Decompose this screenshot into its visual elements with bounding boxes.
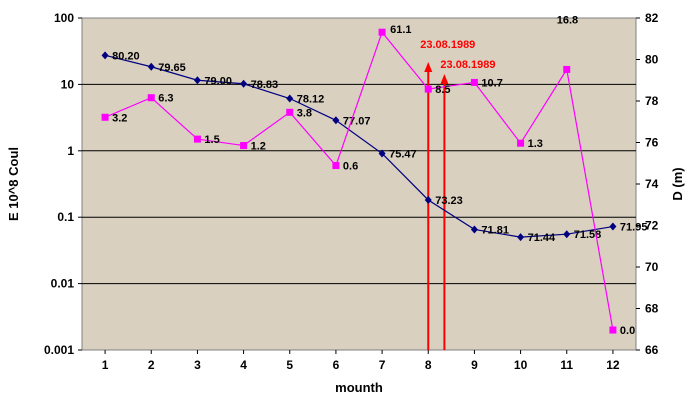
data-point-square (378, 28, 386, 36)
data-label: 16.8 (557, 14, 578, 26)
data-label: 0.6 (343, 161, 358, 173)
data-label: 1.3 (528, 138, 543, 150)
data-label: 79.65 (158, 62, 186, 74)
data-label: 71.58 (574, 229, 602, 241)
data-point-square (101, 113, 109, 121)
data-point-square (193, 135, 201, 143)
x-tick-label: 7 (379, 358, 386, 372)
x-tick-label: 9 (471, 358, 478, 372)
data-label: 6.3 (158, 93, 173, 105)
x-tick-label: 6 (333, 358, 340, 372)
right-tick-label: 78 (645, 94, 659, 108)
data-point-diamond (101, 51, 109, 60)
right-tick-label: 76 (645, 136, 659, 150)
data-label: 61.1 (390, 24, 411, 36)
right-tick-label: 82 (645, 11, 659, 25)
data-label: 0.0 (620, 325, 635, 337)
x-tick-label: 10 (514, 358, 528, 372)
left-tick-label: 10 (61, 77, 75, 91)
right-tick-label: 66 (645, 343, 659, 357)
data-point-square (240, 142, 248, 150)
data-label: 3.8 (297, 107, 312, 119)
x-tick-label: 11 (560, 358, 573, 372)
x-tick-label: 4 (240, 358, 247, 372)
series-line-0 (104, 54, 614, 238)
data-label: 8.5 (435, 84, 450, 96)
data-point-diamond (147, 62, 155, 71)
data-label: 1.5 (204, 134, 219, 146)
data-label: 1.2 (251, 141, 266, 153)
data-point-diamond (563, 230, 571, 239)
left-tick-label: 0.001 (44, 343, 74, 357)
data-point-diamond (517, 233, 525, 242)
data-label: 71.44 (528, 232, 556, 244)
data-point-square (147, 94, 155, 102)
data-point-diamond (332, 116, 340, 125)
left-axis-title: E 10^8 Coul (6, 147, 21, 221)
data-point-square (563, 65, 571, 73)
right-tick-label: 68 (645, 302, 659, 316)
left-tick-label: 100 (54, 11, 74, 25)
x-tick-label: 1 (102, 358, 109, 372)
data-point-square (609, 326, 617, 334)
x-tick-label: 8 (425, 358, 432, 372)
data-point-diamond (470, 225, 478, 234)
data-point-square (517, 139, 525, 147)
left-tick-label: 0.1 (57, 210, 74, 224)
data-point-diamond (193, 76, 201, 85)
data-point-square (470, 78, 478, 86)
data-label: 78.83 (251, 79, 279, 91)
annotation-arrow-head (424, 62, 433, 72)
x-tick-label: 2 (148, 358, 155, 372)
x-axis-title: mounth (335, 380, 383, 395)
right-axis-title: D (m) (670, 167, 685, 200)
data-label: 73.23 (435, 195, 463, 207)
data-label: 10.7 (481, 77, 502, 89)
annotation-arrow-head (440, 74, 449, 84)
data-label: 71.95 (620, 222, 648, 234)
right-tick-label: 80 (645, 53, 659, 67)
x-tick-label: 12 (606, 358, 620, 372)
data-point-square (424, 85, 432, 93)
series-line-1 (104, 30, 614, 331)
data-point-diamond (240, 79, 248, 88)
data-label: 79.00 (204, 75, 232, 87)
data-point-square (286, 108, 294, 116)
right-tick-label: 70 (645, 260, 659, 274)
data-label: 71.81 (481, 224, 509, 236)
data-point-square (332, 162, 340, 170)
left-tick-label: 1 (67, 144, 74, 158)
right-tick-label: 72 (645, 219, 659, 233)
x-tick-label: 5 (286, 358, 293, 372)
annotation-label: 23.08.1989 (440, 59, 495, 71)
data-point-diamond (286, 94, 294, 103)
annotation-label: 23.08.1989 (420, 39, 475, 51)
data-point-diamond (424, 195, 432, 204)
data-label: 78.12 (297, 94, 325, 106)
data-label: 3.2 (112, 112, 127, 124)
left-tick-label: 0.01 (51, 277, 75, 291)
data-label: 80.20 (112, 50, 140, 62)
data-point-diamond (378, 149, 386, 158)
x-tick-label: 3 (194, 358, 201, 372)
data-label: 77.07 (343, 115, 371, 127)
data-label: 75.47 (389, 148, 417, 160)
right-tick-label: 74 (645, 177, 659, 191)
data-point-diamond (609, 222, 617, 231)
